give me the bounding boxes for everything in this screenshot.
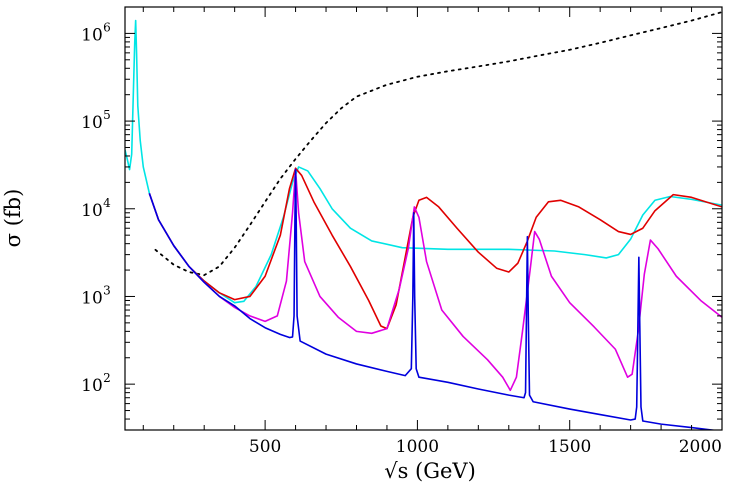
y-tick-label-exponent: 4 — [103, 196, 111, 210]
y-tick-label-base: 10 — [81, 201, 103, 221]
y-tick-label-exponent: 5 — [103, 108, 111, 122]
plot-background — [125, 7, 722, 430]
curves — [125, 11, 722, 430]
x-tick-label: 500 — [249, 437, 281, 457]
y-tick-label-base: 10 — [81, 288, 103, 308]
series-line — [154, 11, 722, 277]
x-tick-label: 1000 — [396, 437, 439, 457]
y-tick-label: 10 5 — [81, 108, 111, 133]
axis-ticks — [125, 6, 723, 431]
y-tick-label: 10 2 — [81, 371, 111, 396]
y-tick-label: 10 4 — [81, 196, 111, 221]
y-tick-label-exponent: 2 — [103, 371, 111, 385]
x-tick-labels: 500 1000 1500 2000 — [249, 437, 722, 457]
series-line — [148, 168, 719, 430]
x-axis-title: √s (GeV) — [384, 459, 476, 483]
y-tick-label-base: 10 — [81, 113, 103, 133]
x-tick-label: 2000 — [679, 437, 722, 457]
y-tick-label-exponent: 6 — [103, 20, 111, 34]
y-tick-label: 10 3 — [81, 283, 111, 308]
series-line — [148, 168, 722, 392]
x-tick-label: 1500 — [548, 437, 591, 457]
y-tick-label: 10 6 — [81, 20, 111, 45]
y-tick-label-base: 10 — [81, 376, 103, 396]
y-axis-title: σ (fb) — [1, 189, 25, 248]
plot-frame — [124, 6, 723, 431]
y-tick-label-exponent: 3 — [103, 283, 111, 297]
series-line — [125, 19, 722, 304]
y-tick-label-base: 10 — [81, 25, 103, 45]
